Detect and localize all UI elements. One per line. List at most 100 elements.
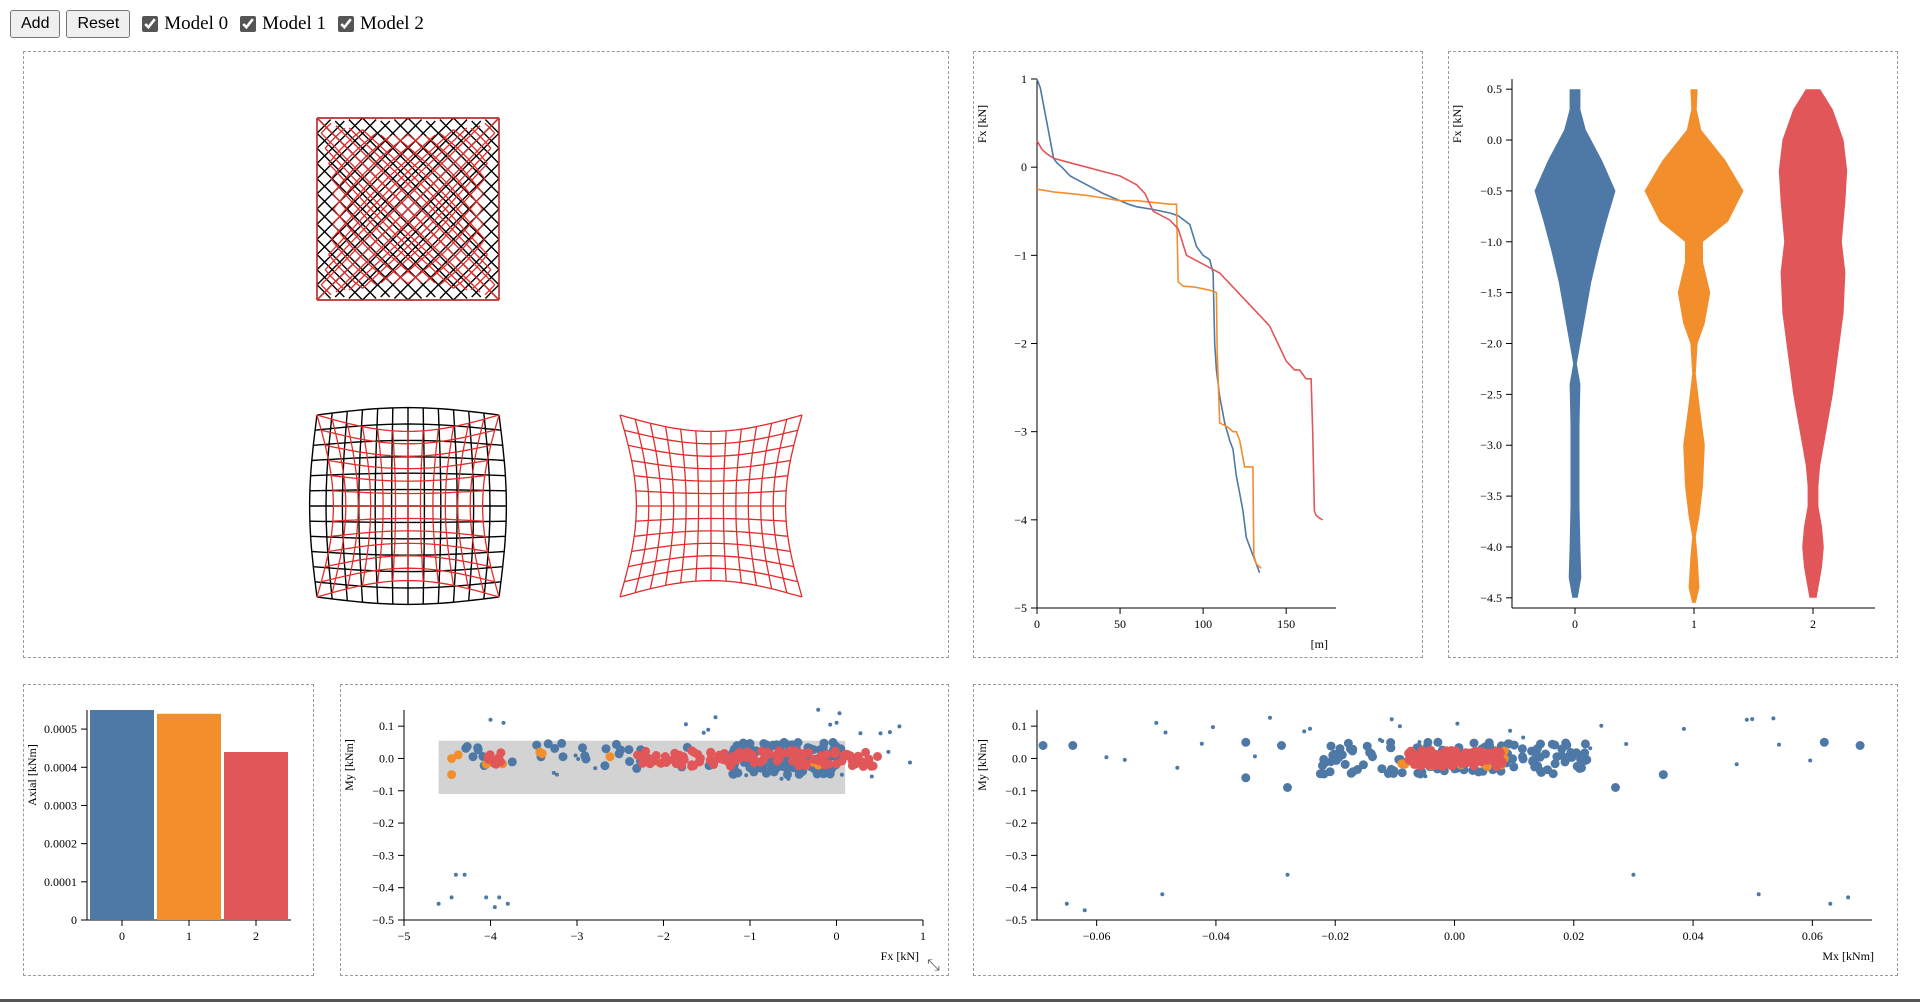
model-0-point <box>1163 730 1168 735</box>
mesh-deformed-line <box>330 132 377 180</box>
violin-chart: 0.5 0.0 −0.5 −1.0 −1.5 −2.0 −2.5 −3.0 −3.5 −4.0 −4… <box>1450 79 1875 631</box>
model-1-toggle[interactable]: Model 1 <box>240 13 326 35</box>
model-0-point <box>1521 735 1526 740</box>
mesh-deformed-line <box>330 238 377 286</box>
mx-my-scatter[interactable]: 0.1 0.0 −0.1 −0.2 −0.3 −0.4 −0.5 −0.06 −0.04 −0.0… <box>974 685 1897 975</box>
model-0-point <box>713 715 718 720</box>
x-tick-label: 0.04 <box>1683 929 1704 943</box>
model-0-point <box>1580 739 1590 749</box>
model-2-point <box>706 748 716 758</box>
model-2-point <box>831 759 841 769</box>
y-axis <box>81 710 88 921</box>
model-1-label: Model 1 <box>262 13 326 34</box>
model-0-point <box>1389 766 1399 776</box>
model-0-point <box>839 772 844 777</box>
model-2-toggle[interactable]: Model 2 <box>337 13 424 35</box>
model-0-point <box>1068 741 1078 750</box>
mesh-reference-line <box>316 223 391 298</box>
model-2-point <box>661 758 671 767</box>
model-1-point <box>447 770 457 780</box>
mesh-reference-line <box>334 120 500 286</box>
add-button[interactable]: Add <box>10 10 61 38</box>
model-0-point <box>1175 765 1180 770</box>
model-0-point <box>1734 762 1739 767</box>
model-0-point <box>1340 759 1350 769</box>
y-tick-label: 0.0001 <box>44 875 77 889</box>
mesh-reference-line <box>348 147 500 299</box>
model-0-point <box>1480 769 1485 774</box>
x-tick-label: 2 <box>1810 617 1816 631</box>
model-0-point <box>837 711 842 716</box>
model-2-point <box>774 746 784 756</box>
bar-2 <box>224 752 288 920</box>
fx-my-scatter[interactable]: 0.1 0.0 −0.1 −0.2 −0.3 −0.4 −0.5 −5 −4 −3 −2 −1 0 1 My… <box>341 685 948 975</box>
model-0-point <box>1326 741 1336 751</box>
y-axis-label: My [kNm] <box>975 739 989 791</box>
x-tick-label: 50 <box>1114 617 1126 631</box>
model-0-point <box>1064 901 1069 906</box>
model-2-point <box>719 749 729 758</box>
model-2-point <box>749 754 759 764</box>
mesh-deformed-line <box>407 208 484 285</box>
violin-panel: 0.5 0.0 −0.5 −1.0 −1.5 −2.0 −2.5 −3.0 −3.5 −4.0 −4… <box>1448 51 1898 658</box>
y-axis-label: My [kNm] <box>342 739 356 791</box>
x-tick-label: 0 <box>834 929 840 943</box>
model-2-point <box>1411 758 1421 767</box>
model-2-point <box>873 752 882 761</box>
mesh-deformed-line <box>619 414 803 433</box>
x-tick-label: 1 <box>920 929 926 943</box>
model-0-point <box>1335 744 1345 754</box>
model-0-point <box>1417 740 1422 745</box>
model-0-toggle[interactable]: Model 0 <box>142 13 228 35</box>
model-0-point <box>1378 737 1382 742</box>
y-tick-label: 0.0 <box>1012 751 1027 765</box>
model-0-point <box>1362 741 1372 751</box>
model-0-point <box>632 763 642 773</box>
reset-button[interactable]: Reset <box>66 10 131 38</box>
model-0-point <box>1397 724 1402 729</box>
model-0-point <box>1518 752 1527 762</box>
model-2-point <box>491 759 501 769</box>
sorted-fx-chart: 1 0 −1 −2 −3 −4 −5 0 50 100 150 [m] Fx [kN] <box>975 72 1336 651</box>
model-2-point <box>864 757 874 767</box>
model-0-point <box>1397 768 1407 778</box>
resize-handle-icon[interactable]: ⤡ <box>927 955 940 974</box>
model-0-point <box>1433 737 1443 747</box>
mesh-deformed-line <box>332 193 423 284</box>
model-2-checkbox[interactable] <box>337 16 354 32</box>
y-tick-label: 0.0 <box>1487 133 1502 147</box>
model-2-point <box>830 746 840 756</box>
mesh-deformed-line <box>316 579 500 598</box>
model-2-point <box>687 746 697 756</box>
model-0-point <box>1552 752 1562 762</box>
model-2-point <box>1469 752 1479 762</box>
model-0-point <box>461 743 471 753</box>
bar-0 <box>90 710 154 920</box>
mesh-1 <box>308 406 508 606</box>
model-2-point <box>1406 750 1416 760</box>
model-2-point <box>695 753 705 763</box>
mesh-deformed-line <box>481 414 500 598</box>
model-2-point <box>651 751 661 760</box>
model-2-point <box>1497 759 1507 768</box>
model-2-point <box>483 752 493 762</box>
mesh-reference-line <box>348 119 500 271</box>
mesh-deformed-line <box>324 127 468 271</box>
mesh-2 <box>619 414 803 598</box>
mesh-reference-line <box>316 120 482 286</box>
mesh-deformed-line <box>321 567 495 583</box>
mesh-deformed-line <box>784 414 803 598</box>
model-0-checkbox[interactable] <box>142 16 159 32</box>
model-2-point <box>677 761 687 770</box>
model-0-point <box>886 749 891 754</box>
model-2-point <box>824 759 834 769</box>
model-0-point <box>1104 755 1109 760</box>
model-0-point <box>551 770 556 775</box>
model-2-point <box>774 754 784 764</box>
model-2-point <box>496 748 506 758</box>
model-0-point <box>759 739 769 749</box>
model-2-point <box>1423 749 1433 759</box>
model-2-point <box>1461 756 1470 766</box>
model-2-point <box>676 753 686 762</box>
model-1-checkbox[interactable] <box>240 16 257 32</box>
